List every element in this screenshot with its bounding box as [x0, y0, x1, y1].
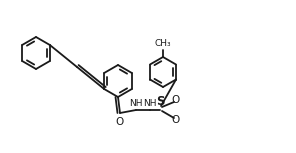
Text: NH: NH: [129, 99, 142, 108]
Text: O: O: [116, 117, 124, 127]
Text: O: O: [172, 95, 180, 105]
Text: CH₃: CH₃: [155, 39, 171, 48]
Text: S: S: [156, 95, 164, 108]
Text: O: O: [172, 115, 180, 125]
Text: NH: NH: [143, 99, 156, 108]
